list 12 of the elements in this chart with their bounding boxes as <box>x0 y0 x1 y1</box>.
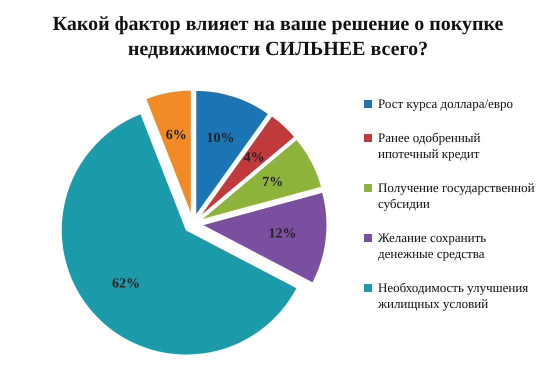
data-label: 4% <box>244 150 265 166</box>
chart-title: Какой фактор влияет на ваше решение о покупке недвижимости СИЛЬНЕЕ всего? <box>52 12 504 62</box>
data-label: 12% <box>268 226 296 242</box>
legend-label: Необходимость улучшения жилищных условий <box>378 280 530 312</box>
legend-label: Рост курса доллара/евро <box>378 96 514 112</box>
legend-label: Желание сохранить денежные средства <box>378 230 488 262</box>
data-label: 6% <box>166 128 187 144</box>
data-label: 62% <box>112 276 140 292</box>
data-label: 10% <box>206 130 235 146</box>
legend-label: Ранее одобренный ипотечный кредит <box>378 130 482 162</box>
data-label: 7% <box>262 174 284 190</box>
legend-label: Получение государственной субсидии <box>378 180 536 212</box>
